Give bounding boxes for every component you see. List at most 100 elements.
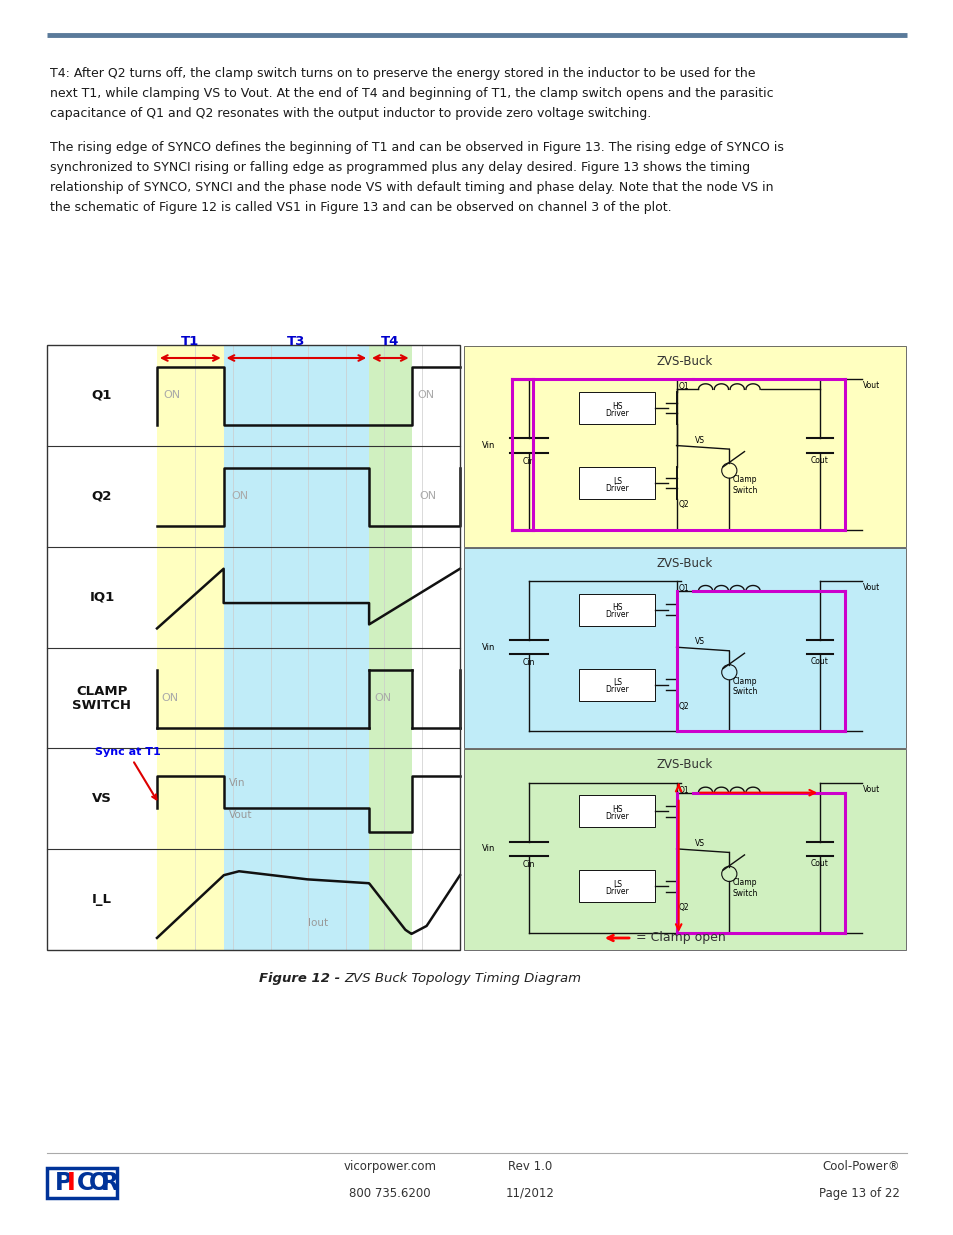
Text: Q2: Q2	[678, 701, 688, 710]
Text: I: I	[67, 1171, 75, 1195]
Bar	[369, 345, 411, 950]
Text: LS: LS	[613, 678, 621, 687]
Text: Cout: Cout	[810, 860, 828, 868]
Bar	[463, 547, 905, 748]
Text: P: P	[55, 1171, 72, 1195]
Bar	[578, 871, 655, 903]
Text: LS: LS	[613, 879, 621, 889]
Text: T1: T1	[181, 335, 199, 348]
Bar	[463, 346, 905, 547]
Text: O: O	[89, 1171, 109, 1195]
Text: T4: After Q2 turns off, the clamp switch turns on to preserve the energy stored : T4: After Q2 turns off, the clamp switch…	[50, 67, 755, 80]
Text: VS: VS	[694, 436, 703, 445]
Text: Vout: Vout	[862, 784, 880, 794]
Text: Q2: Q2	[91, 490, 112, 503]
Text: Vout: Vout	[862, 583, 880, 592]
Text: Driver: Driver	[605, 887, 629, 895]
Text: Switch: Switch	[732, 688, 757, 697]
Bar	[157, 345, 223, 950]
Text: ZVS-Buck: ZVS-Buck	[657, 557, 713, 569]
Text: Vin: Vin	[229, 778, 245, 788]
Text: ZVS Buck Topology Timing Diagram: ZVS Buck Topology Timing Diagram	[344, 972, 580, 986]
Text: Cout: Cout	[810, 456, 828, 464]
Text: Vout: Vout	[862, 382, 880, 390]
Text: Vin: Vin	[481, 845, 495, 853]
Text: capacitance of Q1 and Q2 resonates with the output inductor to provide zero volt: capacitance of Q1 and Q2 resonates with …	[50, 107, 651, 120]
Text: Q1: Q1	[678, 785, 688, 794]
Bar	[463, 750, 905, 950]
Text: VS: VS	[694, 637, 703, 646]
Text: Q2: Q2	[678, 903, 688, 913]
Text: Clamp: Clamp	[732, 475, 756, 484]
Text: Cin: Cin	[522, 457, 535, 466]
Text: ON: ON	[374, 693, 391, 703]
Text: HS: HS	[612, 603, 622, 613]
Text: Vout: Vout	[229, 810, 252, 820]
Text: ON: ON	[417, 390, 435, 400]
Text: C: C	[77, 1171, 94, 1195]
Text: Q1: Q1	[91, 389, 112, 401]
Text: next T1, while clamping VS to Vout. At the end of T4 and beginning of T1, the cl: next T1, while clamping VS to Vout. At t…	[50, 86, 773, 100]
Text: ZVS-Buck: ZVS-Buck	[657, 758, 713, 772]
Text: Rev 1.0: Rev 1.0	[507, 1160, 552, 1173]
Text: SWITCH: SWITCH	[72, 699, 132, 713]
Text: ZVS-Buck: ZVS-Buck	[657, 354, 713, 368]
Text: vicorpower.com: vicorpower.com	[343, 1160, 436, 1173]
Text: ON: ON	[232, 492, 249, 501]
Text: Cin: Cin	[522, 860, 535, 869]
Text: HS: HS	[612, 805, 622, 814]
Text: Driver: Driver	[605, 409, 629, 417]
Bar	[578, 795, 655, 827]
Text: = Clamp open: = Clamp open	[636, 931, 725, 945]
Text: ON: ON	[161, 693, 178, 703]
Text: VS: VS	[694, 839, 703, 848]
Text: Driver: Driver	[605, 811, 629, 821]
Text: LS: LS	[613, 477, 621, 485]
Text: 800 735.6200: 800 735.6200	[349, 1187, 431, 1200]
Bar	[578, 668, 655, 700]
Text: Q1: Q1	[678, 584, 688, 593]
Text: Driver: Driver	[605, 610, 629, 619]
Text: the schematic of Figure 12 is called VS1 in Figure 13 and can be observed on cha: the schematic of Figure 12 is called VS1…	[50, 201, 671, 214]
Text: Cool-Power®: Cool-Power®	[821, 1160, 899, 1173]
Text: Page 13 of 22: Page 13 of 22	[819, 1187, 899, 1200]
Text: T4: T4	[380, 335, 399, 348]
Text: Vin: Vin	[481, 642, 495, 652]
Text: Switch: Switch	[732, 485, 757, 495]
Text: 11/2012: 11/2012	[505, 1187, 554, 1200]
Bar	[578, 594, 655, 626]
Text: I_L: I_L	[91, 893, 112, 906]
Text: Sync at T1: Sync at T1	[95, 747, 161, 799]
Text: synchronized to SYNCI rising or falling edge as programmed plus any delay desire: synchronized to SYNCI rising or falling …	[50, 161, 749, 174]
Text: relationship of SYNCO, SYNCI and the phase node VS with default timing and phase: relationship of SYNCO, SYNCI and the pha…	[50, 182, 773, 194]
Text: Q1: Q1	[678, 382, 688, 391]
Text: Cin: Cin	[522, 658, 535, 667]
Text: VS: VS	[92, 792, 112, 805]
Text: The rising edge of SYNCO defines the beginning of T1 and can be observed in Figu: The rising edge of SYNCO defines the beg…	[50, 141, 783, 154]
Text: Q2: Q2	[678, 500, 688, 509]
Text: T3: T3	[287, 335, 305, 348]
Bar	[578, 467, 655, 499]
Text: IQ1: IQ1	[90, 590, 114, 604]
Text: Vin: Vin	[481, 441, 495, 450]
Text: HS: HS	[612, 401, 622, 410]
Bar	[463, 547, 905, 748]
Text: Driver: Driver	[605, 484, 629, 493]
Text: Cout: Cout	[810, 657, 828, 667]
Text: Switch: Switch	[732, 889, 757, 898]
Bar	[578, 391, 655, 424]
Text: Clamp: Clamp	[732, 878, 756, 887]
Text: Clamp: Clamp	[732, 677, 756, 685]
Bar	[463, 346, 905, 547]
Bar	[47, 1168, 117, 1198]
Bar	[463, 750, 905, 950]
Text: Figure 12 -: Figure 12 -	[258, 972, 339, 986]
Bar	[47, 345, 459, 950]
Text: CLAMP: CLAMP	[76, 685, 128, 699]
Text: Iout: Iout	[308, 918, 328, 927]
Text: Driver: Driver	[605, 685, 629, 694]
Bar	[223, 345, 369, 950]
Text: R: R	[101, 1171, 119, 1195]
Text: ON: ON	[419, 492, 436, 501]
Text: ON: ON	[163, 390, 180, 400]
